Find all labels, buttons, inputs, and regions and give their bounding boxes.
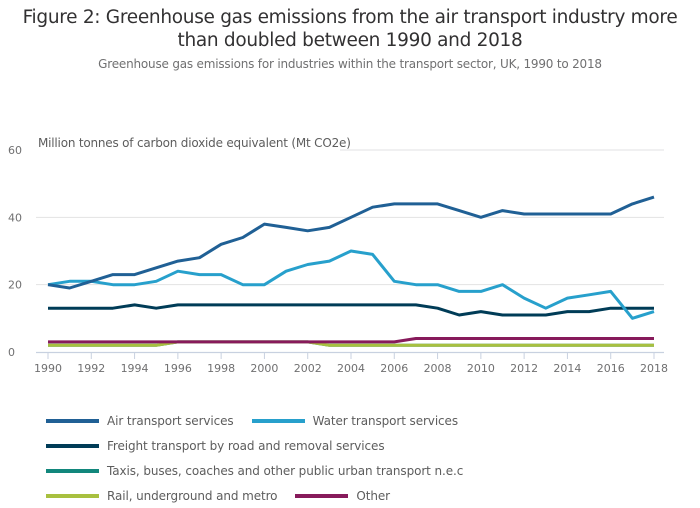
x-tick-label: 1994 [121,362,149,375]
x-tick-label: 2012 [510,362,538,375]
legend-label: Air transport services [107,413,234,428]
y-tick-label: 20 [8,279,22,292]
legend-item-other[interactable]: Other [295,489,390,503]
series-line-rail-underground-and-metro[interactable] [48,340,654,347]
y-axis-label: Million tonnes of carbon dioxide equival… [38,136,351,150]
x-tick-label: 2018 [640,362,668,375]
series-line-other[interactable] [48,337,654,344]
series-line-water-transport-services[interactable] [47,249,655,320]
series-line-air-transport-services[interactable] [47,195,655,290]
x-tick-label: 2008 [424,362,452,375]
legend-label: Taxis, buses, coaches and other public u… [107,463,464,478]
series-lines [47,195,655,347]
x-tick-label: 2014 [553,362,581,375]
legend-label: Water transport services [312,413,458,428]
legend-item-freight[interactable]: Freight transport by road and removal se… [46,438,385,453]
x-tick-label: 2004 [337,362,365,375]
x-tick-label: 1990 [34,362,62,375]
legend-item-water[interactable]: Water transport services [251,413,458,428]
y-tick-label: 0 [8,346,15,359]
chart-title: Figure 2: Greenhouse gas emissions from … [0,6,700,52]
legend-label: Freight transport by road and removal se… [107,438,385,453]
x-tick-label: 2016 [597,362,625,375]
chart-title-line-2: than doubled between 1990 and 2018 [177,30,523,51]
legend: Air transport services Water transport s… [46,408,481,508]
chart-subtitle: Greenhouse gas emissions for industries … [98,57,602,71]
x-tick-label: 1996 [164,362,192,375]
x-tick-label: 2000 [250,362,278,375]
y-axis-ticks: 0 20 40 60 [8,144,22,359]
legend-label: Rail, underground and metro [107,488,278,503]
legend-swatch [46,443,99,448]
legend-item-air[interactable]: Air transport services [46,414,234,428]
x-tick-label: 2006 [380,362,408,375]
x-tick-label: 2010 [467,362,495,375]
y-tick-label: 60 [8,144,22,157]
legend-swatch [295,493,349,498]
y-tick-label: 40 [8,211,22,224]
legend-label: Other [356,488,390,503]
legend-item-taxis[interactable]: Taxis, buses, coaches and other public u… [46,464,463,478]
x-tick-label: 2002 [294,362,322,375]
chart-title-line-1: Figure 2: Greenhouse gas emissions from … [22,7,678,28]
legend-swatch [46,418,99,423]
x-tick-label: 1992 [77,362,105,375]
x-axis: 1990 1992 1994 1996 1998 2000 2002 2004 2006 2008… [34,351,668,375]
series-line-freight-transport-by-road-and-removal-services[interactable] [48,303,654,317]
legend-swatch [46,468,99,473]
legend-item-rail[interactable]: Rail, underground and metro [46,488,278,503]
legend-swatch [251,418,305,423]
legend-swatch [46,493,99,498]
line-chart: Million tonnes of carbon dioxide equival… [8,136,668,375]
x-tick-label: 1998 [207,362,235,375]
